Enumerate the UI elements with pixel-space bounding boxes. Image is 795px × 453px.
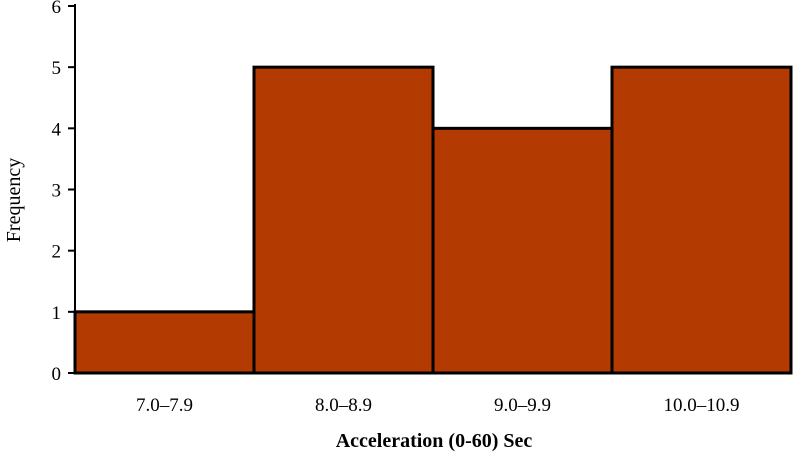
y-tick-label: 4 bbox=[52, 119, 62, 140]
y-axis-title: Frequency bbox=[3, 158, 25, 242]
bars-group bbox=[73, 65, 793, 375]
x-tick-label: 10.0–10.9 bbox=[664, 395, 740, 416]
y-tick-label: 1 bbox=[52, 303, 62, 324]
y-tick-label: 3 bbox=[52, 181, 62, 202]
x-tick-label: 8.0–8.9 bbox=[315, 395, 372, 416]
x-tick-label: 9.0–9.9 bbox=[494, 395, 551, 416]
bar-3 bbox=[431, 126, 614, 375]
y-tick-label: 6 bbox=[52, 0, 62, 18]
bar-2 bbox=[252, 65, 435, 375]
y-tick-label: 5 bbox=[52, 58, 62, 79]
bar-4 bbox=[610, 65, 793, 375]
y-tick-label: 0 bbox=[52, 364, 62, 385]
x-axis-title: Acceleration (0-60) Sec bbox=[336, 430, 533, 452]
bar-1 bbox=[73, 310, 256, 375]
x-tick-label: 7.0–7.9 bbox=[136, 395, 193, 416]
y-tick-label: 2 bbox=[52, 242, 62, 263]
y-ticks-group: 0 1 2 3 4 5 6 bbox=[52, 0, 75, 385]
x-ticks-group: 7.0–7.9 8.0–8.9 9.0–9.9 10.0–10.9 bbox=[136, 395, 740, 416]
